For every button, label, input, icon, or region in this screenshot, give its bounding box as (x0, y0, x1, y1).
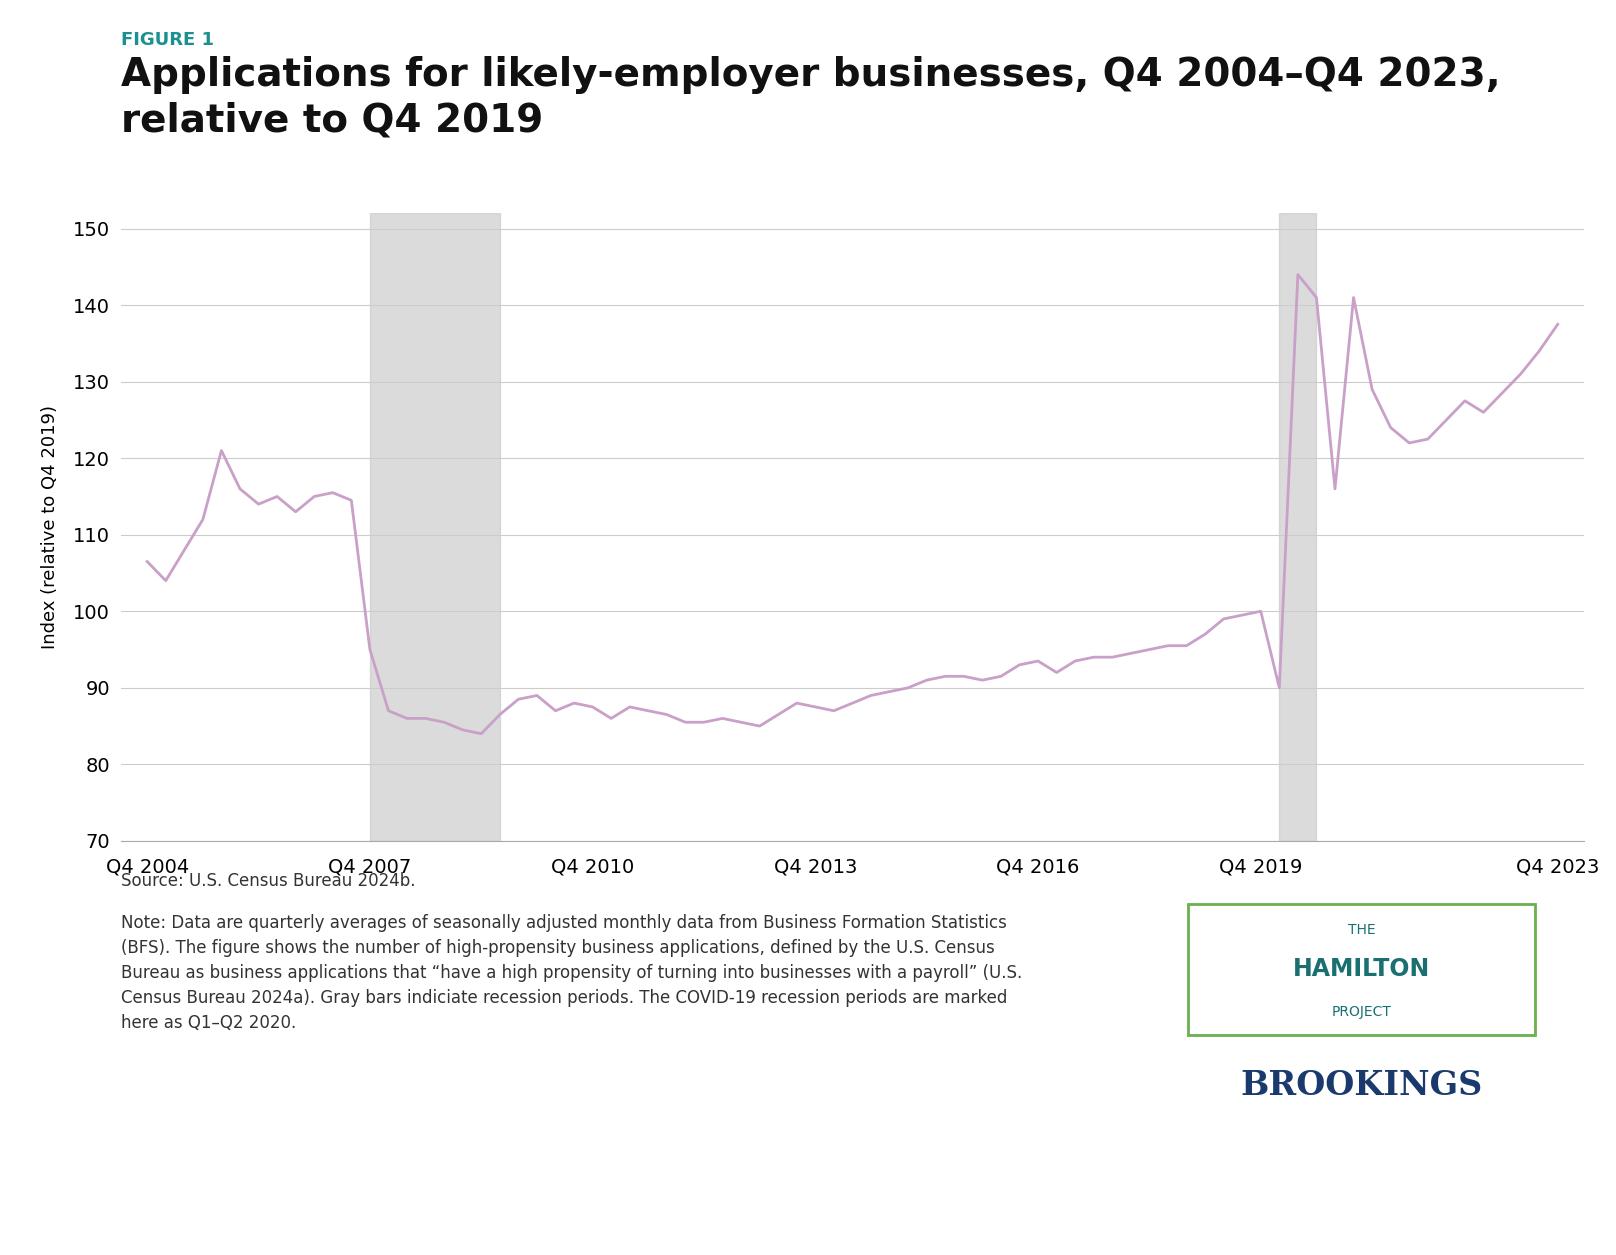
Bar (1280, 213, 1317, 841)
FancyBboxPatch shape (1188, 904, 1535, 1035)
Text: PROJECT: PROJECT (1332, 1005, 1391, 1019)
Text: HAMILTON: HAMILTON (1293, 958, 1430, 981)
Text: Source: U.S. Census Bureau 2024b.: Source: U.S. Census Bureau 2024b. (121, 872, 415, 890)
Text: Applications for likely-employer businesses, Q4 2004–Q4 2023,
relative to Q4 201: Applications for likely-employer busines… (121, 56, 1501, 141)
Text: BROOKINGS: BROOKINGS (1241, 1069, 1482, 1102)
Y-axis label: Index (relative to Q4 2019): Index (relative to Q4 2019) (40, 405, 60, 649)
Text: FIGURE 1: FIGURE 1 (121, 31, 215, 49)
Text: THE: THE (1348, 922, 1375, 937)
Text: Note: Data are quarterly averages of seasonally adjusted monthly data from Busin: Note: Data are quarterly averages of sea… (121, 914, 1023, 1032)
Bar (370, 213, 499, 841)
